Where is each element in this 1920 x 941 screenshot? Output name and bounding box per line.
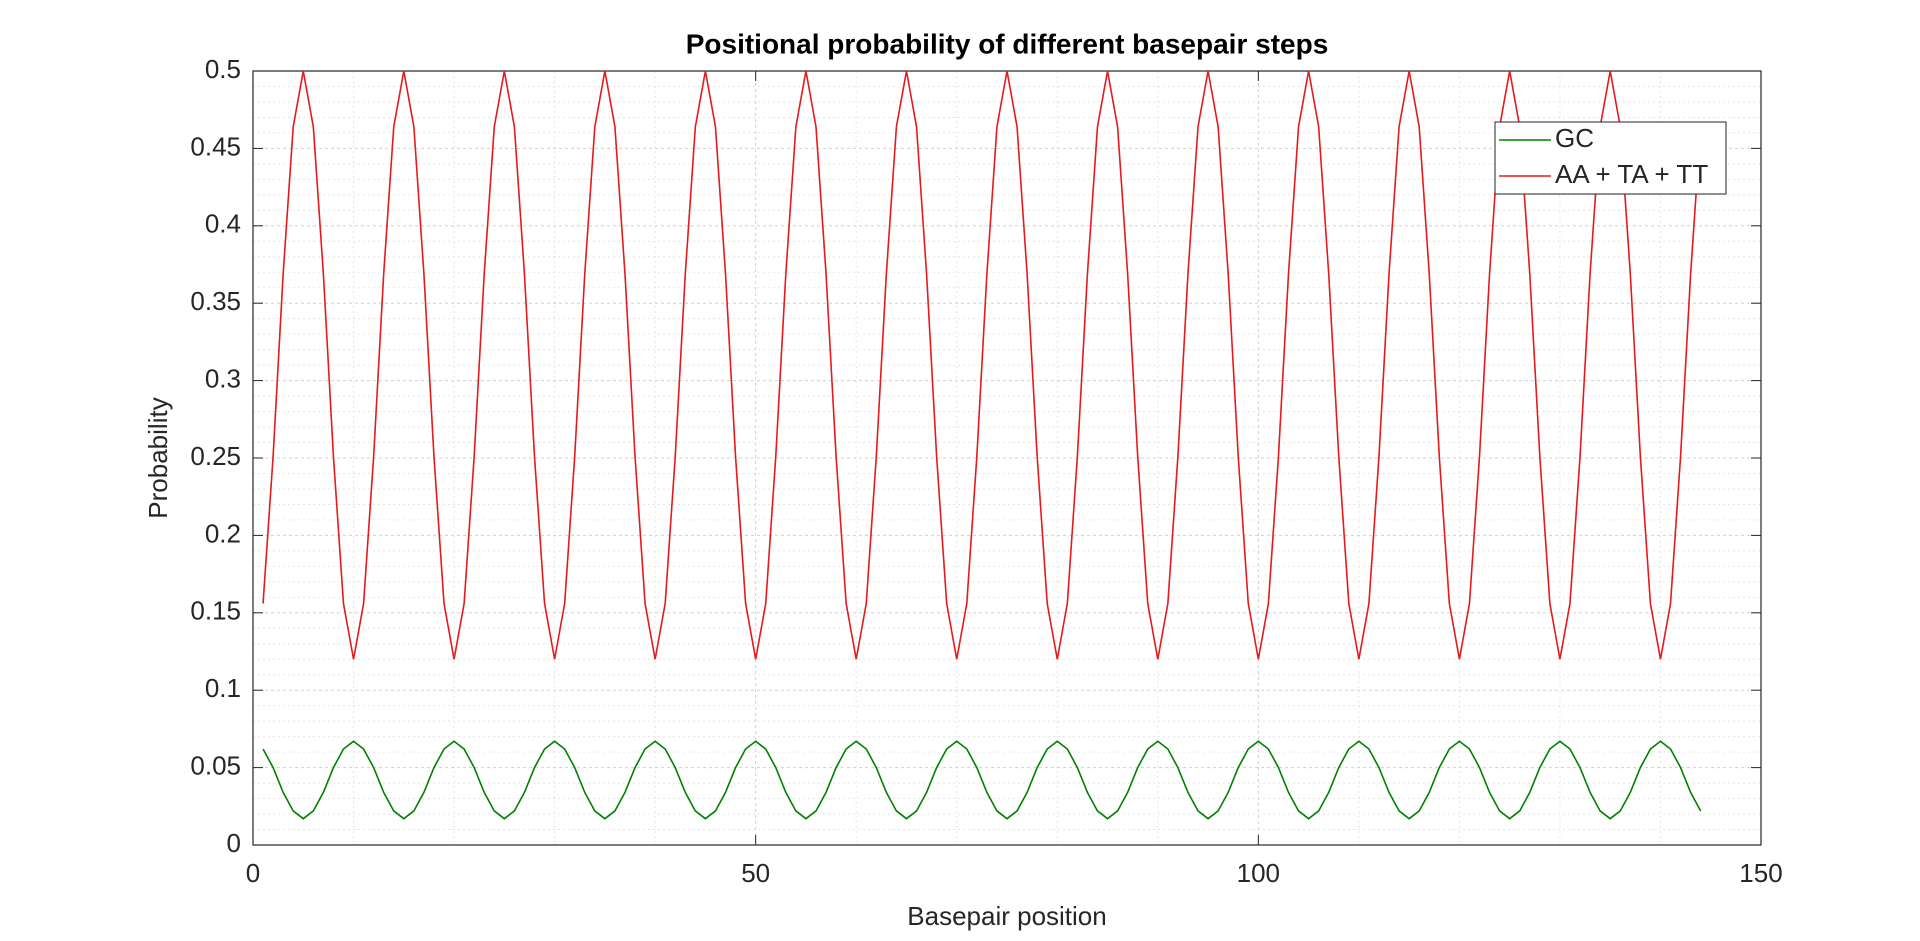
y-tick-label: 0.1 [205,673,241,703]
y-tick-label: 0.25 [190,441,241,471]
x-axis-label: Basepair position [907,901,1106,931]
x-tick-label: 0 [246,858,260,888]
chart-title: Positional probability of different base… [686,28,1329,59]
legend-box [1494,121,1727,195]
y-tick-label: 0.5 [205,54,241,84]
legend-label: GC [1555,123,1594,153]
y-axis-label: Probability [143,397,173,518]
legend-label: AA + TA + TT [1555,159,1708,189]
y-tick-label: 0.05 [190,750,241,780]
y-tick-label: 0.15 [190,596,241,626]
x-tick-label: 150 [1739,858,1782,888]
y-tick-label: 0.45 [190,131,241,161]
x-tick-label: 50 [741,858,770,888]
data-line [262,740,1702,820]
y-tick-label: 0.35 [190,286,241,316]
y-tick-label: 0 [227,828,241,858]
y-tick-label: 0.3 [205,363,241,393]
y-tick-label: 0.2 [205,518,241,548]
x-tick-label: 100 [1237,858,1280,888]
y-tick-label: 0.4 [205,209,241,239]
data-line [262,70,1702,660]
